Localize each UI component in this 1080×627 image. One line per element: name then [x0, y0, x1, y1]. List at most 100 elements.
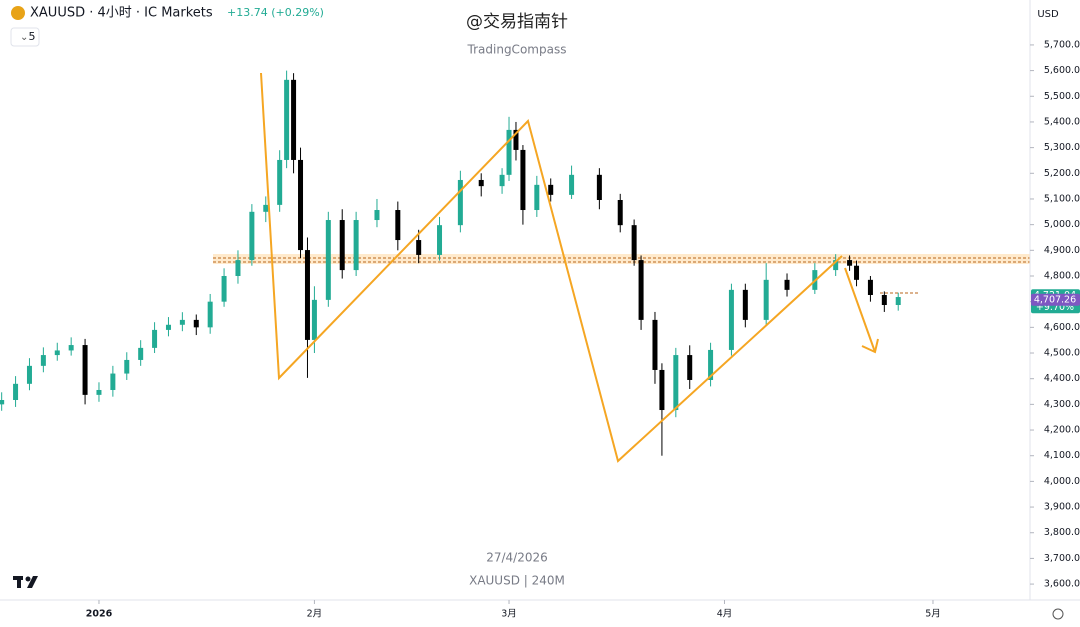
candles [0, 70, 901, 456]
axes: 3,600.00 3,700.00 3,800.00 3,900.00 4,000.00… [86, 39, 1080, 620]
candle-body [881, 294, 887, 306]
candle-body [40, 355, 46, 366]
candle-body [569, 174, 575, 195]
candle-body [652, 319, 658, 370]
candle-body [833, 260, 839, 271]
candle-body [193, 319, 199, 328]
candle-body [124, 359, 130, 374]
y-tick-label: 3,700.00 [1044, 553, 1080, 564]
watermark: @交易指南针 [466, 12, 568, 32]
interval-box[interactable] [10, 27, 40, 47]
candle-body [263, 204, 269, 212]
candle-body [207, 301, 213, 328]
candle-body [728, 289, 734, 350]
y-tick-label: 5,600.00 [1044, 65, 1080, 76]
candle-body [548, 184, 554, 195]
candle-body [110, 373, 116, 390]
candle-body [165, 324, 171, 330]
currency: USD [1037, 9, 1059, 20]
y-tick-label: 4,100.00 [1044, 450, 1080, 461]
interval: 5 [29, 30, 36, 43]
candle-body [534, 184, 540, 211]
y-tick-label: 4,000.00 [1044, 476, 1080, 487]
candle-body [277, 159, 283, 205]
y-tick-label: 3,900.00 [1044, 502, 1080, 513]
change: +13.74 (+0.29%) [227, 6, 324, 19]
y-tick-label: 4,800.00 [1044, 270, 1080, 281]
x-tick-label: 2026 [86, 609, 113, 620]
candle-body [179, 319, 185, 325]
candle-body [284, 79, 290, 160]
y-tick-label: 5,700.00 [1044, 39, 1080, 50]
candle-body [742, 289, 748, 320]
candle-body [506, 129, 512, 175]
candle-body [26, 365, 32, 384]
candle-body [13, 383, 19, 400]
candle-body [291, 79, 297, 160]
candle-body [416, 240, 422, 255]
candle-body [596, 174, 602, 200]
candle-body [353, 220, 359, 271]
candle-body [395, 210, 401, 241]
y-tick-label: 4,300.00 [1044, 399, 1080, 410]
arrow [844, 267, 876, 353]
watermark-sub: TradingCompass [467, 43, 567, 57]
candle-body [54, 350, 60, 356]
candle-body [298, 159, 304, 251]
candle-body [249, 211, 255, 261]
candle-body [638, 260, 644, 320]
price-label-sub: +9.70% [1036, 302, 1074, 313]
x-tick-label: 5月 [925, 609, 941, 620]
candle-body [152, 329, 158, 348]
y-tick-label: 4,500.00 [1044, 348, 1080, 359]
y-tick-label: 5,300.00 [1044, 142, 1080, 153]
trend-drawing [260, 72, 843, 463]
candle-body [304, 250, 310, 340]
candle-body [513, 129, 519, 150]
candle-body [867, 279, 873, 295]
symbol-logo [11, 6, 25, 20]
candle-body [478, 179, 484, 187]
y-tick-label: 4,200.00 [1044, 425, 1080, 436]
candle-body [847, 260, 853, 266]
candle-body [457, 179, 463, 226]
candle-body [687, 355, 693, 380]
y-tick-label: 5,200.00 [1044, 168, 1080, 179]
candle-body [82, 345, 88, 395]
candle-body [520, 149, 526, 211]
y-tick-label: 5,500.00 [1044, 91, 1080, 102]
price-label-box [1031, 293, 1080, 306]
candle-body [437, 225, 443, 255]
symbol: XAUUSD · 4小时 · IC Markets [30, 6, 213, 21]
candle-body [325, 220, 331, 300]
candle-body [0, 400, 5, 405]
settings-icon[interactable] [1052, 608, 1064, 620]
candle-body [311, 299, 317, 340]
candle-body [673, 355, 679, 411]
y-tick-label: 3,800.00 [1044, 527, 1080, 538]
y-tick-label: 4,900.00 [1044, 245, 1080, 256]
price-label: 4,707.26 [1034, 294, 1076, 305]
zone [213, 254, 1030, 264]
candle-body [631, 225, 637, 261]
candle-body [374, 210, 380, 221]
candle-body [68, 345, 74, 351]
candle-body [96, 389, 102, 395]
candle-body [221, 275, 227, 302]
symbol-caption: XAUUSD | 240M [469, 574, 565, 588]
x-tick-label: 3月 [501, 609, 517, 620]
collapse-icon: ⌄ [20, 32, 28, 43]
y-tick-label: 5,000.00 [1044, 219, 1080, 230]
y-tick-label: 4,400.00 [1044, 373, 1080, 384]
y-tick-label: 4,600.00 [1044, 322, 1080, 333]
date-caption: 27/4/2026 [486, 551, 548, 565]
arrow-head [861, 338, 879, 354]
candle-body [854, 265, 860, 280]
candle-body [763, 279, 769, 320]
y-tick-label: 3,600.00 [1044, 579, 1080, 590]
candle-body [339, 220, 345, 271]
candle-body [659, 369, 665, 411]
candle-body [784, 279, 790, 290]
tv-logo [13, 576, 38, 588]
